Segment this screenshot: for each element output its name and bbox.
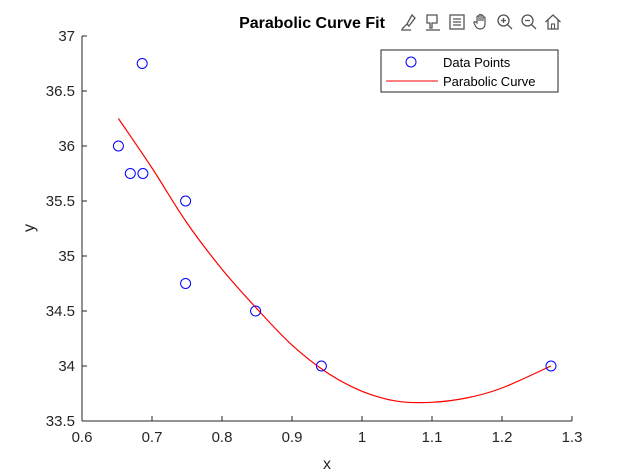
data-point <box>137 168 149 179</box>
y-tick-label: 36.5 <box>46 83 75 100</box>
x-tick-label: 1 <box>358 429 366 446</box>
data-point <box>180 278 192 289</box>
x-tick-label: 0.8 <box>212 429 233 446</box>
y-tick-label: 35.5 <box>46 193 75 210</box>
home-restore-button[interactable] <box>542 11 564 33</box>
axes-toolbar <box>398 10 564 34</box>
plot-axes[interactable]: 0.6 0.7 0.8 0.9 1 1.1 1.2 1.3 33.53434.53535.53… <box>46 28 583 446</box>
brush-data-button[interactable] <box>398 11 420 33</box>
data-point <box>180 195 192 207</box>
data-point <box>136 58 148 69</box>
y-tick-label: 37 <box>58 28 75 45</box>
brush-data-icon <box>401 13 416 31</box>
data-point <box>315 360 327 372</box>
x-axis-label: x <box>323 456 331 473</box>
y-tick-label: 36 <box>58 138 75 155</box>
parabolic-curve-line <box>117 118 552 404</box>
legend-icon <box>449 14 465 30</box>
data-points-layer <box>112 58 557 372</box>
data-point <box>112 140 124 152</box>
y-tick-label: 35 <box>58 248 75 265</box>
y-tick-label: 33.5 <box>46 413 75 430</box>
y-ticks: 33.5 34 34.5 35 35.5 36 36.5 37 <box>46 28 87 430</box>
home-restore-icon <box>545 14 561 30</box>
pan-button[interactable] <box>470 11 492 33</box>
legend-marker-data-points <box>405 56 417 68</box>
legend-label-data-points: Data Points <box>443 55 511 70</box>
y-tick-label: 34.5 <box>46 303 75 320</box>
zoom-out-icon <box>521 14 537 30</box>
data-point <box>250 305 262 317</box>
x-ticks: 0.6 0.7 0.8 0.9 1 1.1 1.2 1.3 <box>72 416 583 446</box>
legend-button[interactable] <box>446 11 468 33</box>
x-tick-label: 0.6 <box>72 429 93 446</box>
data-tips-icon <box>426 14 440 31</box>
data-point <box>545 360 557 372</box>
parabolic-curve-layer <box>117 118 552 404</box>
zoom-in-button[interactable] <box>494 11 516 33</box>
chart-title: Parabolic Curve Fit <box>239 15 385 32</box>
legend-label-parabolic-curve: Parabolic Curve <box>443 74 536 89</box>
data-point <box>124 168 136 179</box>
y-tick-label: 34 <box>58 358 75 375</box>
x-tick-label: 0.7 <box>142 429 163 446</box>
legend[interactable]: Data Points Parabolic Curve <box>380 49 559 93</box>
zoom-in-icon <box>497 14 513 30</box>
y-axis-label: y <box>21 224 38 232</box>
x-tick-label: 1.3 <box>562 429 583 446</box>
zoom-out-button[interactable] <box>518 11 540 33</box>
x-tick-label: 0.9 <box>282 429 303 446</box>
pan-icon <box>473 13 486 30</box>
x-tick-label: 1.1 <box>422 429 443 446</box>
x-tick-label: 1.2 <box>492 429 513 446</box>
data-tips-button[interactable] <box>422 11 444 33</box>
